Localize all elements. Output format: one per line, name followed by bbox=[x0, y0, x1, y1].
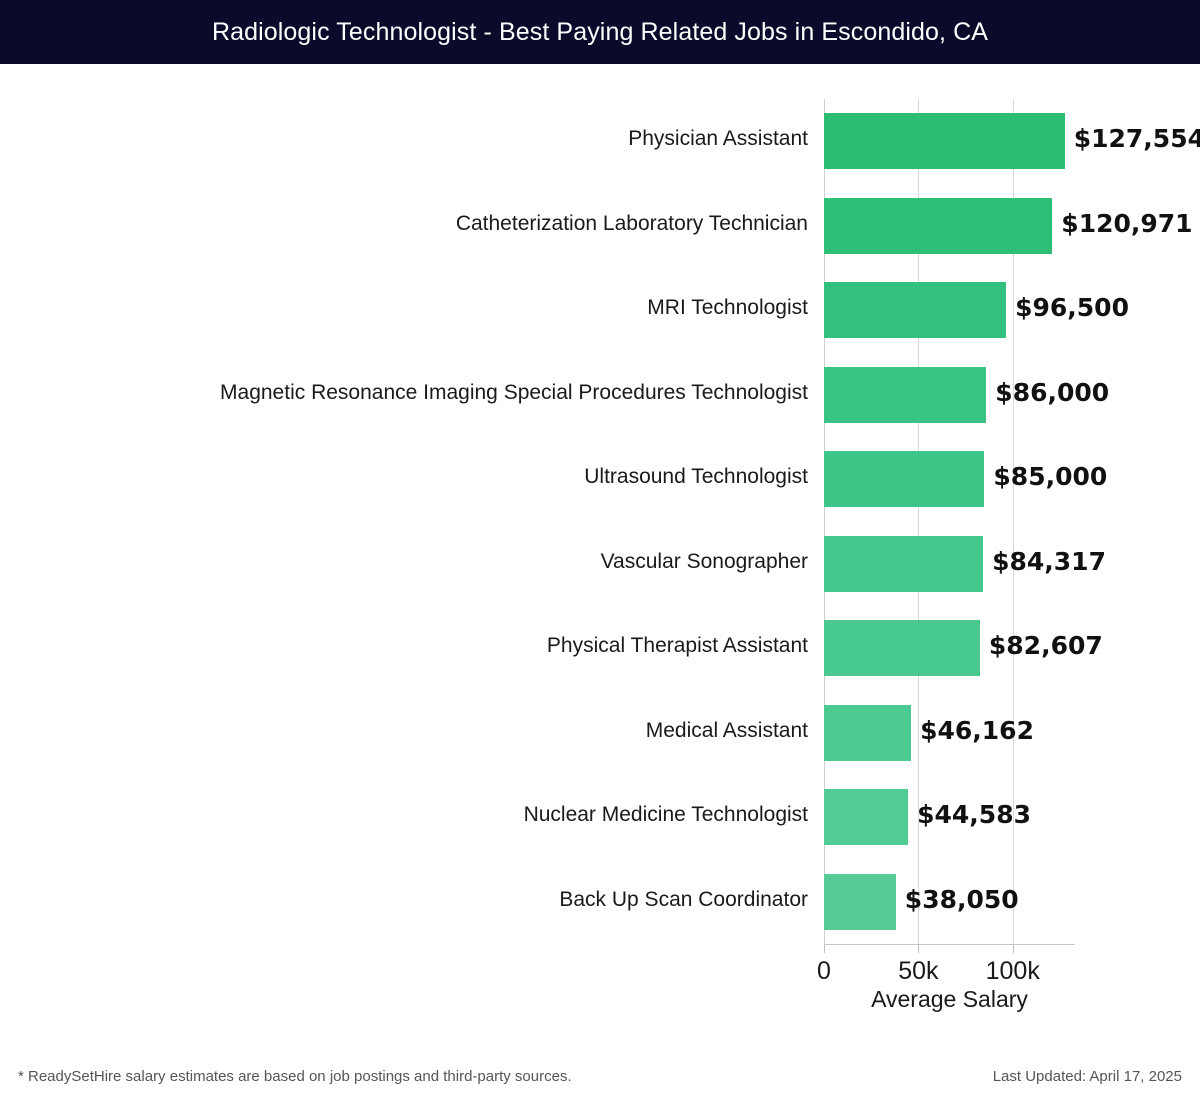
x-axis-tick bbox=[1012, 944, 1014, 953]
gridline bbox=[918, 99, 920, 944]
footer: * ReadySetHire salary estimates are base… bbox=[0, 1068, 1200, 1120]
category-label: Medical Assistant bbox=[645, 718, 808, 742]
bar[interactable] bbox=[824, 197, 1053, 254]
bar-value-label: $85,000 bbox=[993, 462, 1108, 492]
gridline bbox=[1012, 99, 1014, 944]
bar-value-label: $127,554 bbox=[1073, 124, 1200, 154]
category-label: Physician Assistant bbox=[628, 127, 808, 151]
x-axis-line bbox=[824, 944, 1075, 945]
footer-last-updated: Last Updated: April 17, 2025 bbox=[992, 1068, 1182, 1085]
bar-value-label: $44,583 bbox=[917, 800, 1031, 830]
bar-value-label: $96,500 bbox=[1015, 293, 1129, 323]
bar[interactable] bbox=[824, 620, 980, 677]
x-axis-tick-label: 0 bbox=[817, 957, 831, 985]
category-label: Back Up Scan Coordinator bbox=[559, 887, 808, 911]
x-axis-tick bbox=[918, 944, 920, 953]
plot-area: 0 50k 100k bbox=[817, 99, 1075, 985]
category-label: Physical Therapist Assistant bbox=[546, 634, 808, 658]
bar-value-label: $38,050 bbox=[904, 884, 1019, 914]
footer-disclaimer: * ReadySetHire salary estimates are base… bbox=[18, 1068, 572, 1085]
y-axis-line bbox=[824, 99, 825, 944]
bar-value-label: $120,971 bbox=[1061, 208, 1193, 238]
bar-value-label: $84,317 bbox=[992, 546, 1106, 576]
bar-value-label: $86,000 bbox=[995, 377, 1110, 407]
bar[interactable] bbox=[824, 704, 912, 761]
x-axis-tick bbox=[824, 944, 825, 953]
bar-chart: 0 50k 100k Average Salary Physician Assist… bbox=[0, 64, 1200, 1049]
bar-value-label: $82,607 bbox=[988, 631, 1103, 661]
bar[interactable] bbox=[824, 451, 985, 508]
category-label: Vascular Sonographer bbox=[600, 549, 808, 573]
x-axis-tick-label: 100k bbox=[985, 957, 1040, 985]
bar[interactable] bbox=[824, 789, 909, 846]
category-label: Catheterization Laboratory Technician bbox=[455, 211, 808, 235]
category-label: Magnetic Resonance Imaging Special Proce… bbox=[220, 380, 808, 404]
bar[interactable] bbox=[824, 535, 984, 592]
bar[interactable] bbox=[824, 282, 1007, 339]
x-axis-title: Average Salary bbox=[871, 986, 1028, 1012]
bar[interactable] bbox=[824, 113, 1065, 170]
category-label: Ultrasound Technologist bbox=[584, 465, 808, 489]
category-label: Nuclear Medicine Technologist bbox=[523, 803, 808, 827]
category-label: MRI Technologist bbox=[647, 296, 808, 320]
bar-value-label: $46,162 bbox=[920, 715, 1034, 745]
bar[interactable] bbox=[824, 873, 896, 930]
page-title: Radiologic Technologist - Best Paying Re… bbox=[211, 17, 989, 46]
bar[interactable] bbox=[824, 366, 987, 423]
x-axis-tick-label: 50k bbox=[898, 957, 939, 985]
header-bar: Radiologic Technologist - Best Paying Re… bbox=[0, 0, 1200, 64]
